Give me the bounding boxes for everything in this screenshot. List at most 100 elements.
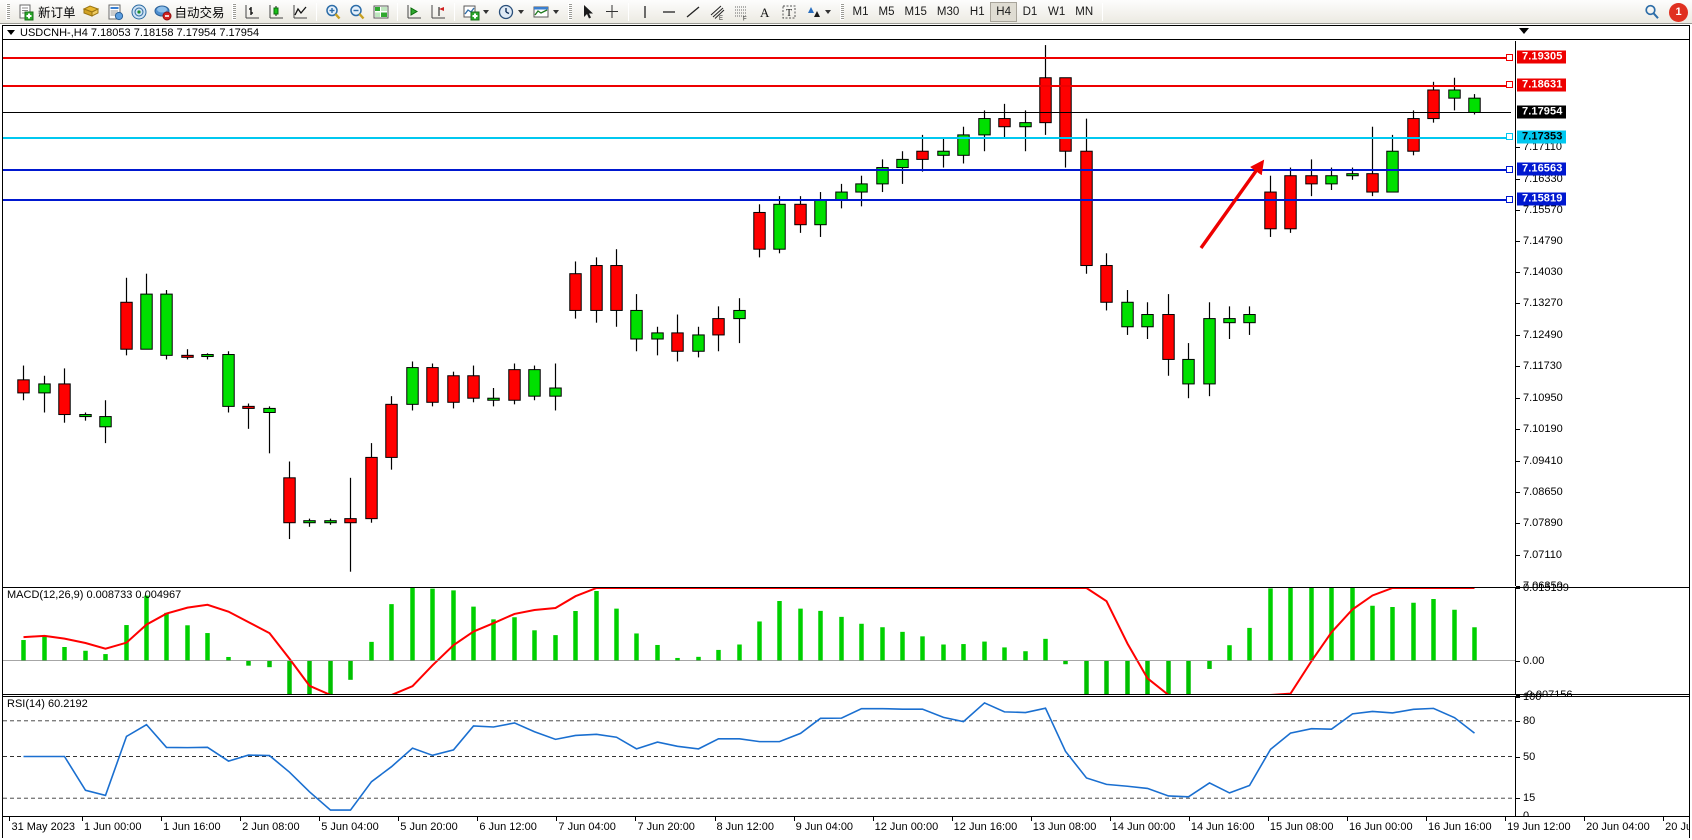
chart-symbol-header: USDCNH-,H4 7.18053 7.18158 7.17954 7.179…: [20, 26, 260, 39]
rsi-tick: 100: [1516, 691, 1541, 703]
horizontal-line-button[interactable]: [657, 1, 681, 23]
price-line-current-price[interactable]: [3, 111, 1515, 117]
price-line-handle[interactable]: [1506, 165, 1513, 173]
chart-menu-chevron-down-icon[interactable]: [7, 30, 15, 35]
price-line-handle[interactable]: [1506, 133, 1513, 141]
time-axis-label: 6 Jun 12:00: [479, 821, 537, 833]
new-order-button[interactable]: 新订单: [14, 1, 79, 23]
bar-chart-button[interactable]: [240, 1, 264, 23]
period-chevron-down-icon[interactable]: [517, 9, 524, 14]
timeframe-mn[interactable]: MN: [1075, 5, 1094, 18]
time-axis-label: 14 Jun 00:00: [1111, 821, 1176, 833]
alerts-button[interactable]: 1: [1664, 1, 1690, 23]
auto-scroll-icon: [405, 3, 423, 21]
time-axis-label: 5 Jun 20:00: [400, 821, 458, 833]
search-icon: [1643, 3, 1661, 21]
time-axis-label: 16 Jun 00:00: [1348, 821, 1413, 833]
auto-trading-button[interactable]: 自动交易: [151, 1, 228, 23]
timeframe-m30[interactable]: M30: [936, 5, 960, 18]
auto-scroll-button[interactable]: [402, 1, 426, 23]
price-tag-support-1: 7.16563: [1517, 162, 1567, 176]
price-line-resistance-2[interactable]: [3, 57, 1515, 63]
macd-axis: 0.015139 0.00 -0.007156: [1515, 582, 1689, 701]
time-axis-labels: 31 May 2023 1 Jun 00:00 1 Jun 16:00 2 Jun 0…: [3, 817, 1689, 838]
profiles-button[interactable]: [79, 1, 103, 23]
price-line-support-1[interactable]: [3, 169, 1515, 175]
toolbar-grip-4[interactable]: [839, 3, 844, 20]
vertical-line-button[interactable]: [633, 1, 657, 23]
search-button[interactable]: [1640, 1, 1664, 23]
templates-button[interactable]: [529, 1, 564, 23]
price-tag-current-price: 7.17954: [1517, 105, 1567, 119]
text-button[interactable]: A: [753, 1, 777, 23]
crosshair-button[interactable]: [600, 1, 624, 23]
templates-icon: [532, 3, 550, 21]
candlestick-chart-button[interactable]: [264, 1, 288, 23]
time-tick: [1346, 817, 1348, 821]
price-line-handle[interactable]: [1506, 195, 1513, 203]
fibonacci-button[interactable]: F: [729, 1, 753, 23]
cursor-icon: [579, 3, 597, 21]
text-label-button[interactable]: T: [777, 1, 801, 23]
shapes-button[interactable]: [801, 1, 836, 23]
toolbar-separator-1: [315, 2, 317, 21]
time-axis-label: 12 Jun 16:00: [953, 821, 1018, 833]
trendline-button[interactable]: [681, 1, 705, 23]
time-axis[interactable]: 31 May 2023 1 Jun 00:00 1 Jun 16:00 2 Jun 0…: [3, 816, 1689, 838]
price-line-handle[interactable]: [1506, 53, 1513, 61]
time-tick: [1505, 817, 1507, 821]
macd-label: MACD(12,26,9) 0.008733 0.004967: [7, 589, 182, 601]
price-tick: 7.10190: [1516, 423, 1563, 435]
time-tick: [635, 817, 637, 821]
chart-shift-button[interactable]: [426, 1, 450, 23]
timeframe-m1[interactable]: M1: [852, 5, 869, 18]
macd-plot-area[interactable]: [3, 588, 1515, 694]
price-plot-area[interactable]: [3, 41, 1515, 586]
timeframe-m15[interactable]: M15: [904, 5, 927, 18]
toolbar-grip-3[interactable]: [567, 3, 572, 20]
rsi-series: [3, 702, 1515, 811]
equidistant-channel-button[interactable]: E: [705, 1, 729, 23]
time-axis-label: 20 Jun 20:00: [1665, 821, 1689, 833]
zoom-out-button[interactable]: [345, 1, 369, 23]
market-watch-button[interactable]: [103, 1, 127, 23]
time-tick: [1663, 817, 1665, 821]
line-chart-button[interactable]: [288, 1, 312, 23]
toolbar-grip-2[interactable]: [231, 3, 236, 20]
price-axis[interactable]: 7.17110 7.16330 7.15570 7.14790 7.14030 7.132…: [1515, 41, 1689, 592]
timeframe-h1[interactable]: H1: [969, 5, 985, 18]
templates-chevron-down-icon[interactable]: [552, 9, 559, 14]
timeframe-m5[interactable]: M5: [878, 5, 895, 18]
timeframe-d1[interactable]: D1: [1022, 5, 1038, 18]
price-line-handle[interactable]: [1506, 81, 1513, 89]
price-line-resistance-1[interactable]: [3, 84, 1515, 90]
toolbar-grip[interactable]: [6, 3, 10, 20]
time-tick: [556, 817, 558, 821]
period-button[interactable]: [494, 1, 529, 23]
chart-collapse-chevron-down-icon[interactable]: [1519, 28, 1529, 34]
time-tick: [398, 817, 400, 821]
time-axis-label: 20 Jun 04:00: [1586, 821, 1650, 833]
candlestick-chart-icon: [267, 3, 285, 21]
navigator-button[interactable]: [127, 1, 151, 23]
price-line-pivot[interactable]: [3, 136, 1515, 142]
zoom-in-button[interactable]: [321, 1, 345, 23]
price-tag-support-2: 7.15819: [1517, 192, 1567, 206]
timeframe-h4[interactable]: H4: [990, 1, 1017, 22]
time-axis-label: 2 Jun 08:00: [242, 821, 300, 833]
zoom-out-icon: [348, 3, 366, 21]
time-axis-label: 12 Jun 00:00: [874, 821, 939, 833]
market-watch-icon: [106, 3, 124, 21]
shapes-icon: [804, 3, 822, 21]
shapes-chevron-down-icon[interactable]: [824, 9, 831, 14]
price-tick: 7.16330: [1516, 173, 1563, 185]
tile-windows-button[interactable]: [369, 1, 393, 23]
timeframe-w1[interactable]: W1: [1047, 5, 1066, 18]
indicators-chevron-down-icon[interactable]: [482, 9, 489, 14]
indicators-button[interactable]: [459, 1, 494, 23]
price-line-support-2[interactable]: [3, 199, 1515, 205]
time-axis-label: 8 Jun 12:00: [716, 821, 775, 833]
cursor-button[interactable]: [576, 1, 600, 23]
rsi-plot-area[interactable]: [3, 697, 1515, 816]
time-tick: [872, 817, 874, 821]
